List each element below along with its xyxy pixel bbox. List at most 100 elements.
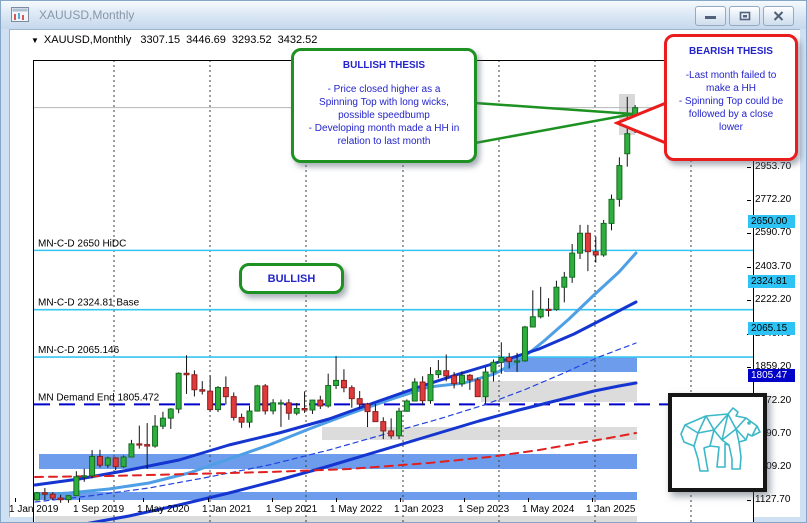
candle-body: [569, 252, 576, 278]
candle-body: [167, 408, 174, 419]
candle-body: [411, 381, 418, 402]
candle-body: [159, 417, 166, 427]
candle-body: [333, 379, 340, 387]
window-title: XAUUSD,Monthly: [39, 8, 135, 22]
time-axis[interactable]: 1 Jan 2019 1 Sep 2019 1 May 2020 1 Jan 2021…: [9, 498, 746, 518]
date-tick: [15, 498, 16, 502]
candle-body: [41, 492, 48, 495]
price-tick: [747, 500, 751, 501]
candle-body: [380, 421, 387, 432]
level-label: MN-C-D 2324.81 Base: [38, 298, 140, 309]
date-tick: [208, 498, 209, 502]
candle-body: [451, 375, 458, 385]
date-tick: [400, 498, 401, 502]
candle-body: [183, 372, 190, 376]
price-tick: [747, 267, 751, 269]
candle-body: [600, 222, 607, 256]
candle-body: [317, 399, 324, 407]
title-bar[interactable]: XAUUSD,Monthly: [1, 1, 806, 29]
candle-body: [191, 374, 198, 391]
zone-rect[interactable]: [35, 516, 637, 523]
price-level-badge: 1805.47: [748, 369, 795, 383]
candle-body: [396, 410, 403, 437]
symbol-dropdown-icon[interactable]: ▼: [31, 35, 39, 45]
price-chart-plot[interactable]: MN-C-D 2650 HiDC MN-C-D 2324.81 Base MN-C-…: [33, 60, 754, 523]
date-tick: [143, 498, 144, 502]
candle-body: [348, 387, 355, 400]
candle-body: [301, 407, 308, 411]
restore-icon: [739, 11, 750, 21]
date-tick: [79, 498, 80, 502]
price-axis[interactable]: 2953.702772.202590.702403.702222.202040.…: [747, 32, 803, 505]
price-tick: [747, 167, 751, 168]
zone-rect[interactable]: [35, 492, 637, 500]
candle-body: [57, 497, 64, 501]
date-tick-label: 1 Sep 2021: [266, 504, 318, 515]
date-tick: [272, 498, 273, 502]
info-close: 3432.52: [277, 34, 318, 46]
minimize-icon: [705, 15, 716, 19]
info-open: 3307.15: [140, 34, 181, 46]
candle-body: [65, 495, 72, 501]
candle-body: [364, 403, 371, 413]
candle-body: [553, 286, 560, 310]
candle-body: [608, 198, 615, 224]
price-tick: [747, 233, 751, 235]
restore-button[interactable]: [729, 6, 760, 26]
candle-body: [277, 402, 284, 405]
candle-body: [81, 475, 88, 478]
level-label: MN Demand End 1805.472: [38, 392, 160, 403]
price-tick-label: 1309.20: [755, 460, 792, 472]
zone-rect[interactable]: [504, 357, 637, 372]
callout-line: - Developing month made a HH in: [308, 123, 460, 134]
close-button[interactable]: [763, 6, 794, 26]
info-high: 3446.69: [186, 34, 226, 46]
bearish-callout-pointer-icon[interactable]: [614, 101, 670, 145]
callout-line: - Spinning Top could be: [678, 96, 784, 107]
candle-body: [152, 425, 159, 447]
ohlc-info-line[interactable]: ▼ XAUUSD,Monthly 3307.15 3446.69 3293.52…: [31, 34, 323, 46]
ma-slow-blue-line: [87, 381, 638, 522]
bearish-thesis-callout[interactable]: BEARISH THESIS -Last month failed to mak…: [664, 34, 798, 161]
bullish-label-callout[interactable]: BULLISH: [239, 263, 344, 294]
candle-body: [419, 381, 426, 402]
candle-body: [474, 379, 481, 398]
candle-body: [112, 457, 119, 468]
candle-body: [49, 493, 56, 499]
candle-body: [514, 360, 521, 363]
callout-title: BULLISH THESIS: [342, 60, 426, 71]
bullish-callout-pointer-icon[interactable]: [473, 99, 637, 147]
date-tick-label: 1 Jan 2021: [202, 504, 252, 515]
candle-body: [372, 411, 379, 423]
candle-body: [584, 232, 591, 253]
zone-rect[interactable]: [322, 427, 637, 440]
price-tick-label: 1672.20: [755, 394, 792, 406]
candle-body: [230, 396, 237, 418]
candle-body: [285, 402, 292, 414]
candle-body: [427, 374, 434, 402]
candle-body: [238, 416, 245, 423]
candle-body: [356, 398, 363, 405]
price-tick: [747, 200, 751, 202]
chart-app-icon: [11, 7, 29, 27]
bullish-thesis-callout[interactable]: BULLISH THESIS - Price closed higher as …: [291, 48, 477, 163]
callout-line: Spinning Top with long wicks,: [319, 97, 449, 108]
ma-dashed-red-line: [34, 432, 637, 478]
bear-logo-box[interactable]: [668, 393, 767, 492]
date-tick-label: 1 Sep 2023: [458, 504, 510, 515]
price-tick-label: 2590.70: [755, 227, 792, 239]
callout-line: relation to last month: [337, 136, 431, 147]
callout-line: -Last month failed to: [685, 70, 777, 81]
level-label: MN-C-D 2650 HiDC: [38, 238, 126, 249]
info-low: 3293.52: [231, 34, 272, 46]
price-tick: [747, 366, 751, 368]
zone-rect[interactable]: [481, 381, 637, 402]
candle-body: [388, 430, 395, 437]
candle-body: [537, 308, 544, 318]
minimize-button[interactable]: [695, 6, 726, 26]
candle-body: [120, 456, 127, 468]
date-tick-label: 1 May 2024: [522, 504, 575, 515]
price-tick-label: 2403.70: [755, 261, 792, 273]
callout-line: possible speedbump: [338, 110, 430, 121]
candle-body: [506, 356, 513, 363]
